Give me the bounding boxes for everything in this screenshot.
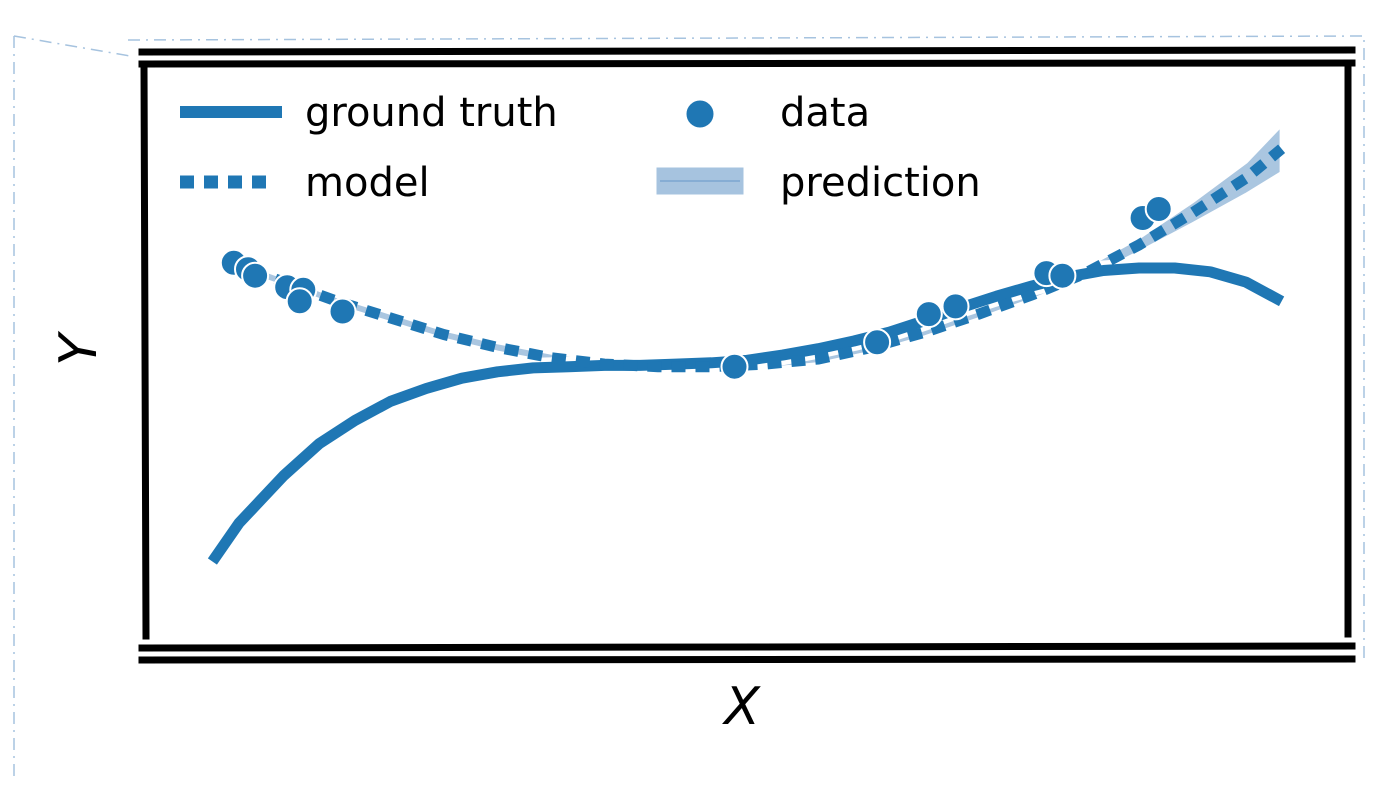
legend-label-ground-truth: ground truth: [305, 90, 558, 136]
data-point-9: [914, 300, 943, 329]
legend-label-model: model: [305, 160, 430, 206]
legend-label-data: data: [780, 90, 870, 136]
legend-entry-ground-truth: ground truth: [169, 85, 563, 141]
data-point-6: [328, 297, 357, 326]
legend-entry-data: data: [683, 85, 875, 141]
data-point-8: [863, 328, 892, 357]
data-point-5: [285, 287, 314, 316]
data-point-14: [1144, 195, 1173, 223]
x-axis-label: X: [721, 677, 761, 737]
legend-entry-model: model: [180, 155, 435, 211]
y-axis-label: Y: [49, 330, 109, 366]
sketch-outline: [13, 35, 1365, 780]
data-point-2: [241, 261, 270, 290]
data-point-12: [1048, 261, 1077, 290]
legend-label-prediction: prediction: [780, 160, 981, 206]
series-line-model: [228, 144, 1286, 373]
data-point-10: [941, 292, 970, 321]
legend-entry-prediction: prediction: [653, 155, 986, 211]
plot-frame: [138, 46, 1356, 664]
data-point-7: [720, 352, 749, 381]
legend: ground truth model data prediction: [169, 85, 986, 211]
plot-layer: [202, 119, 1292, 572]
legend-swatch-data: [683, 97, 717, 131]
